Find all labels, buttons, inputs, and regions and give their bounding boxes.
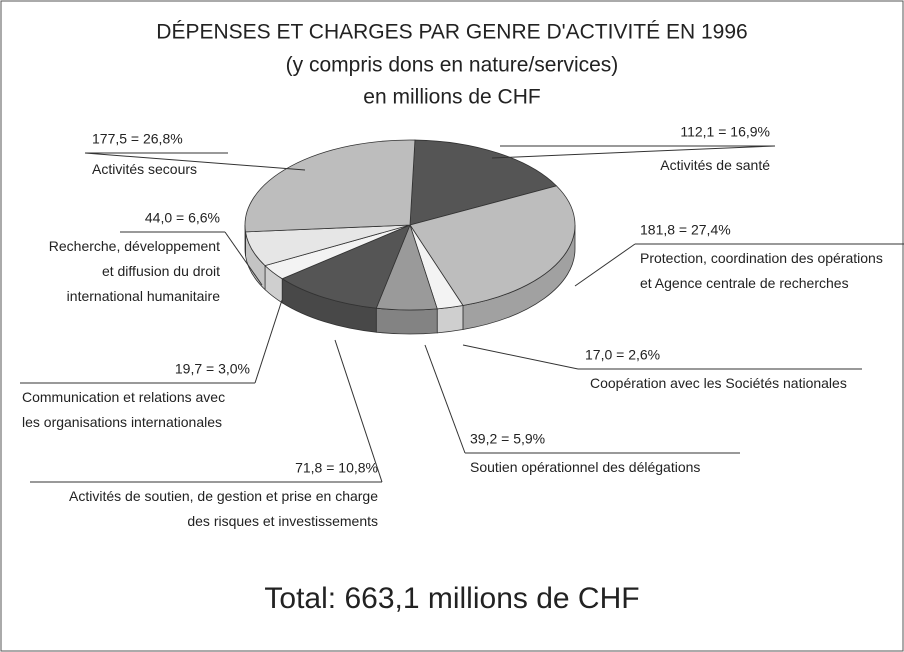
category-label: Protection, coordination des opérations e… (640, 250, 883, 291)
category-label-line: Coopération avec les Sociétés nationales (590, 375, 847, 391)
total-label: Total: 663,1 millions de CHF (264, 582, 639, 615)
category-label: Soutien opérationnel des délégations (470, 459, 700, 475)
category-label: Recherche, développement et diffusion du … (49, 238, 220, 304)
value-label: 181,8 = 27,4% (640, 222, 731, 238)
category-label-line: Activités de santé (660, 157, 770, 173)
category-label: Activités secours (92, 161, 197, 177)
category-label: Coopération avec les Sociétés nationales (590, 375, 847, 391)
chart-subtitle: (y compris dons en nature/services) (286, 54, 619, 77)
leader-line (491, 145, 776, 159)
category-label: Activités de santé (660, 157, 770, 173)
chart-title: DÉPENSES ET CHARGES PAR GENRE D'ACTIVITÉ… (156, 21, 747, 44)
category-label: Communication et relations avec les organ… (22, 389, 225, 430)
pie-slice (409, 139, 558, 226)
category-label-line: Communication et relations avec (22, 389, 225, 405)
category-label-line: les organisations internationales (22, 414, 222, 430)
category-label: Activités de soutien, de gestion et pris… (69, 488, 378, 529)
category-label-line: des risques et investissements (187, 513, 378, 529)
leader-line (424, 344, 466, 454)
leader-line (224, 231, 263, 286)
unit-label: en millions de CHF (363, 86, 540, 109)
pie-slice (281, 224, 411, 309)
category-label-line: et diffusion du droit (102, 263, 220, 279)
value-label: 39,2 = 5,9% (470, 431, 545, 447)
value-label: 71,8 = 10,8% (295, 460, 378, 476)
pie-slice (409, 185, 576, 306)
leader-line (254, 299, 283, 384)
leader-line (334, 339, 383, 483)
leader-line (574, 243, 636, 287)
value-label: 112,1 = 16,9% (680, 124, 770, 140)
category-label-line: et Agence centrale de recherches (640, 275, 849, 291)
pie-slice (244, 139, 416, 233)
category-label-line: Soutien opérationnel des délégations (470, 459, 700, 475)
leader-line (462, 344, 579, 370)
category-label-line: Protection, coordination des opérations (640, 250, 883, 266)
value-label: 177,5 = 26,8% (92, 131, 183, 147)
category-label-line: international humanitaire (67, 288, 221, 304)
category-label-line: Activités secours (92, 161, 197, 177)
pie-top (244, 139, 576, 311)
pie-sides (244, 224, 576, 335)
value-label: 44,0 = 6,6% (145, 210, 220, 226)
slice-side (375, 307, 438, 335)
category-label-line: Recherche, développement (49, 238, 220, 254)
leader-line (84, 152, 306, 171)
value-label: 17,0 = 2,6% (585, 347, 660, 363)
slice-side (436, 305, 464, 334)
category-label-line: Activités de soutien, de gestion et pris… (69, 488, 378, 504)
value-label: 19,7 = 3,0% (175, 361, 250, 377)
